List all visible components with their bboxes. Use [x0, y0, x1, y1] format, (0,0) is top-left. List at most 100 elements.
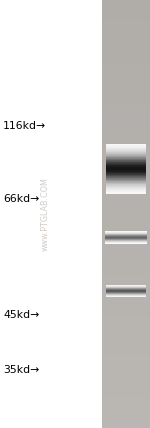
Bar: [102, 351, 150, 355]
Bar: [102, 90, 150, 94]
Bar: [102, 381, 150, 385]
Bar: [106, 155, 146, 156]
Bar: [102, 312, 150, 317]
Bar: [106, 159, 146, 160]
Bar: [102, 116, 150, 120]
Bar: [102, 17, 150, 21]
Bar: [106, 169, 146, 170]
Bar: [102, 128, 150, 133]
Text: 45kd→: 45kd→: [3, 309, 39, 320]
Bar: [106, 168, 146, 169]
Bar: [106, 163, 146, 164]
Bar: [102, 338, 150, 342]
Bar: [106, 157, 146, 158]
Bar: [102, 364, 150, 368]
Bar: [102, 103, 150, 107]
Bar: [106, 181, 146, 182]
Bar: [102, 133, 150, 137]
Bar: [102, 372, 150, 377]
Bar: [102, 201, 150, 205]
Bar: [102, 304, 150, 308]
Text: 35kd→: 35kd→: [3, 365, 39, 375]
Bar: [106, 172, 146, 173]
Bar: [102, 411, 150, 415]
Bar: [102, 60, 150, 64]
Bar: [106, 153, 146, 154]
Bar: [106, 167, 146, 168]
Bar: [102, 270, 150, 274]
Bar: [102, 274, 150, 278]
Bar: [106, 147, 146, 148]
Bar: [106, 182, 146, 183]
Bar: [102, 210, 150, 214]
Bar: [102, 154, 150, 158]
Bar: [106, 185, 146, 186]
Bar: [102, 34, 150, 39]
Bar: [106, 165, 146, 166]
Bar: [106, 178, 146, 179]
Bar: [102, 407, 150, 411]
Bar: [102, 21, 150, 26]
Bar: [106, 146, 146, 147]
Bar: [102, 184, 150, 188]
Bar: [102, 197, 150, 201]
Bar: [106, 150, 146, 151]
Bar: [102, 253, 150, 257]
Bar: [102, 415, 150, 419]
Bar: [102, 300, 150, 304]
Bar: [106, 171, 146, 172]
Bar: [102, 308, 150, 312]
Bar: [102, 398, 150, 402]
Bar: [106, 192, 146, 193]
Bar: [102, 419, 150, 424]
Bar: [106, 162, 146, 163]
Bar: [106, 149, 146, 150]
Bar: [102, 56, 150, 60]
Bar: [102, 30, 150, 34]
Bar: [106, 188, 146, 189]
Bar: [102, 81, 150, 86]
Bar: [102, 282, 150, 287]
Bar: [102, 214, 150, 218]
Bar: [102, 385, 150, 389]
Bar: [102, 111, 150, 116]
Bar: [102, 205, 150, 210]
Bar: [102, 240, 150, 244]
Bar: [106, 177, 146, 178]
Bar: [102, 347, 150, 351]
Bar: [102, 4, 150, 9]
Bar: [102, 295, 150, 300]
Bar: [102, 120, 150, 124]
Bar: [102, 287, 150, 291]
Bar: [102, 167, 150, 171]
Bar: [102, 77, 150, 81]
Bar: [102, 223, 150, 227]
Bar: [102, 389, 150, 394]
Bar: [102, 355, 150, 360]
Bar: [106, 154, 146, 155]
Bar: [102, 334, 150, 338]
Bar: [102, 325, 150, 330]
Bar: [102, 188, 150, 193]
Bar: [102, 330, 150, 334]
Bar: [102, 51, 150, 56]
Text: 116kd→: 116kd→: [3, 121, 46, 131]
Bar: [102, 175, 150, 180]
Bar: [106, 180, 146, 181]
Bar: [102, 424, 150, 428]
Bar: [102, 150, 150, 154]
Bar: [102, 0, 150, 428]
Bar: [106, 148, 146, 149]
Bar: [102, 146, 150, 150]
Bar: [106, 164, 146, 165]
Bar: [102, 193, 150, 197]
Bar: [106, 175, 146, 176]
Bar: [102, 124, 150, 128]
Bar: [106, 174, 146, 175]
Bar: [106, 156, 146, 157]
Bar: [106, 176, 146, 177]
Bar: [106, 160, 146, 161]
Bar: [102, 13, 150, 17]
Bar: [102, 218, 150, 223]
Bar: [106, 183, 146, 184]
